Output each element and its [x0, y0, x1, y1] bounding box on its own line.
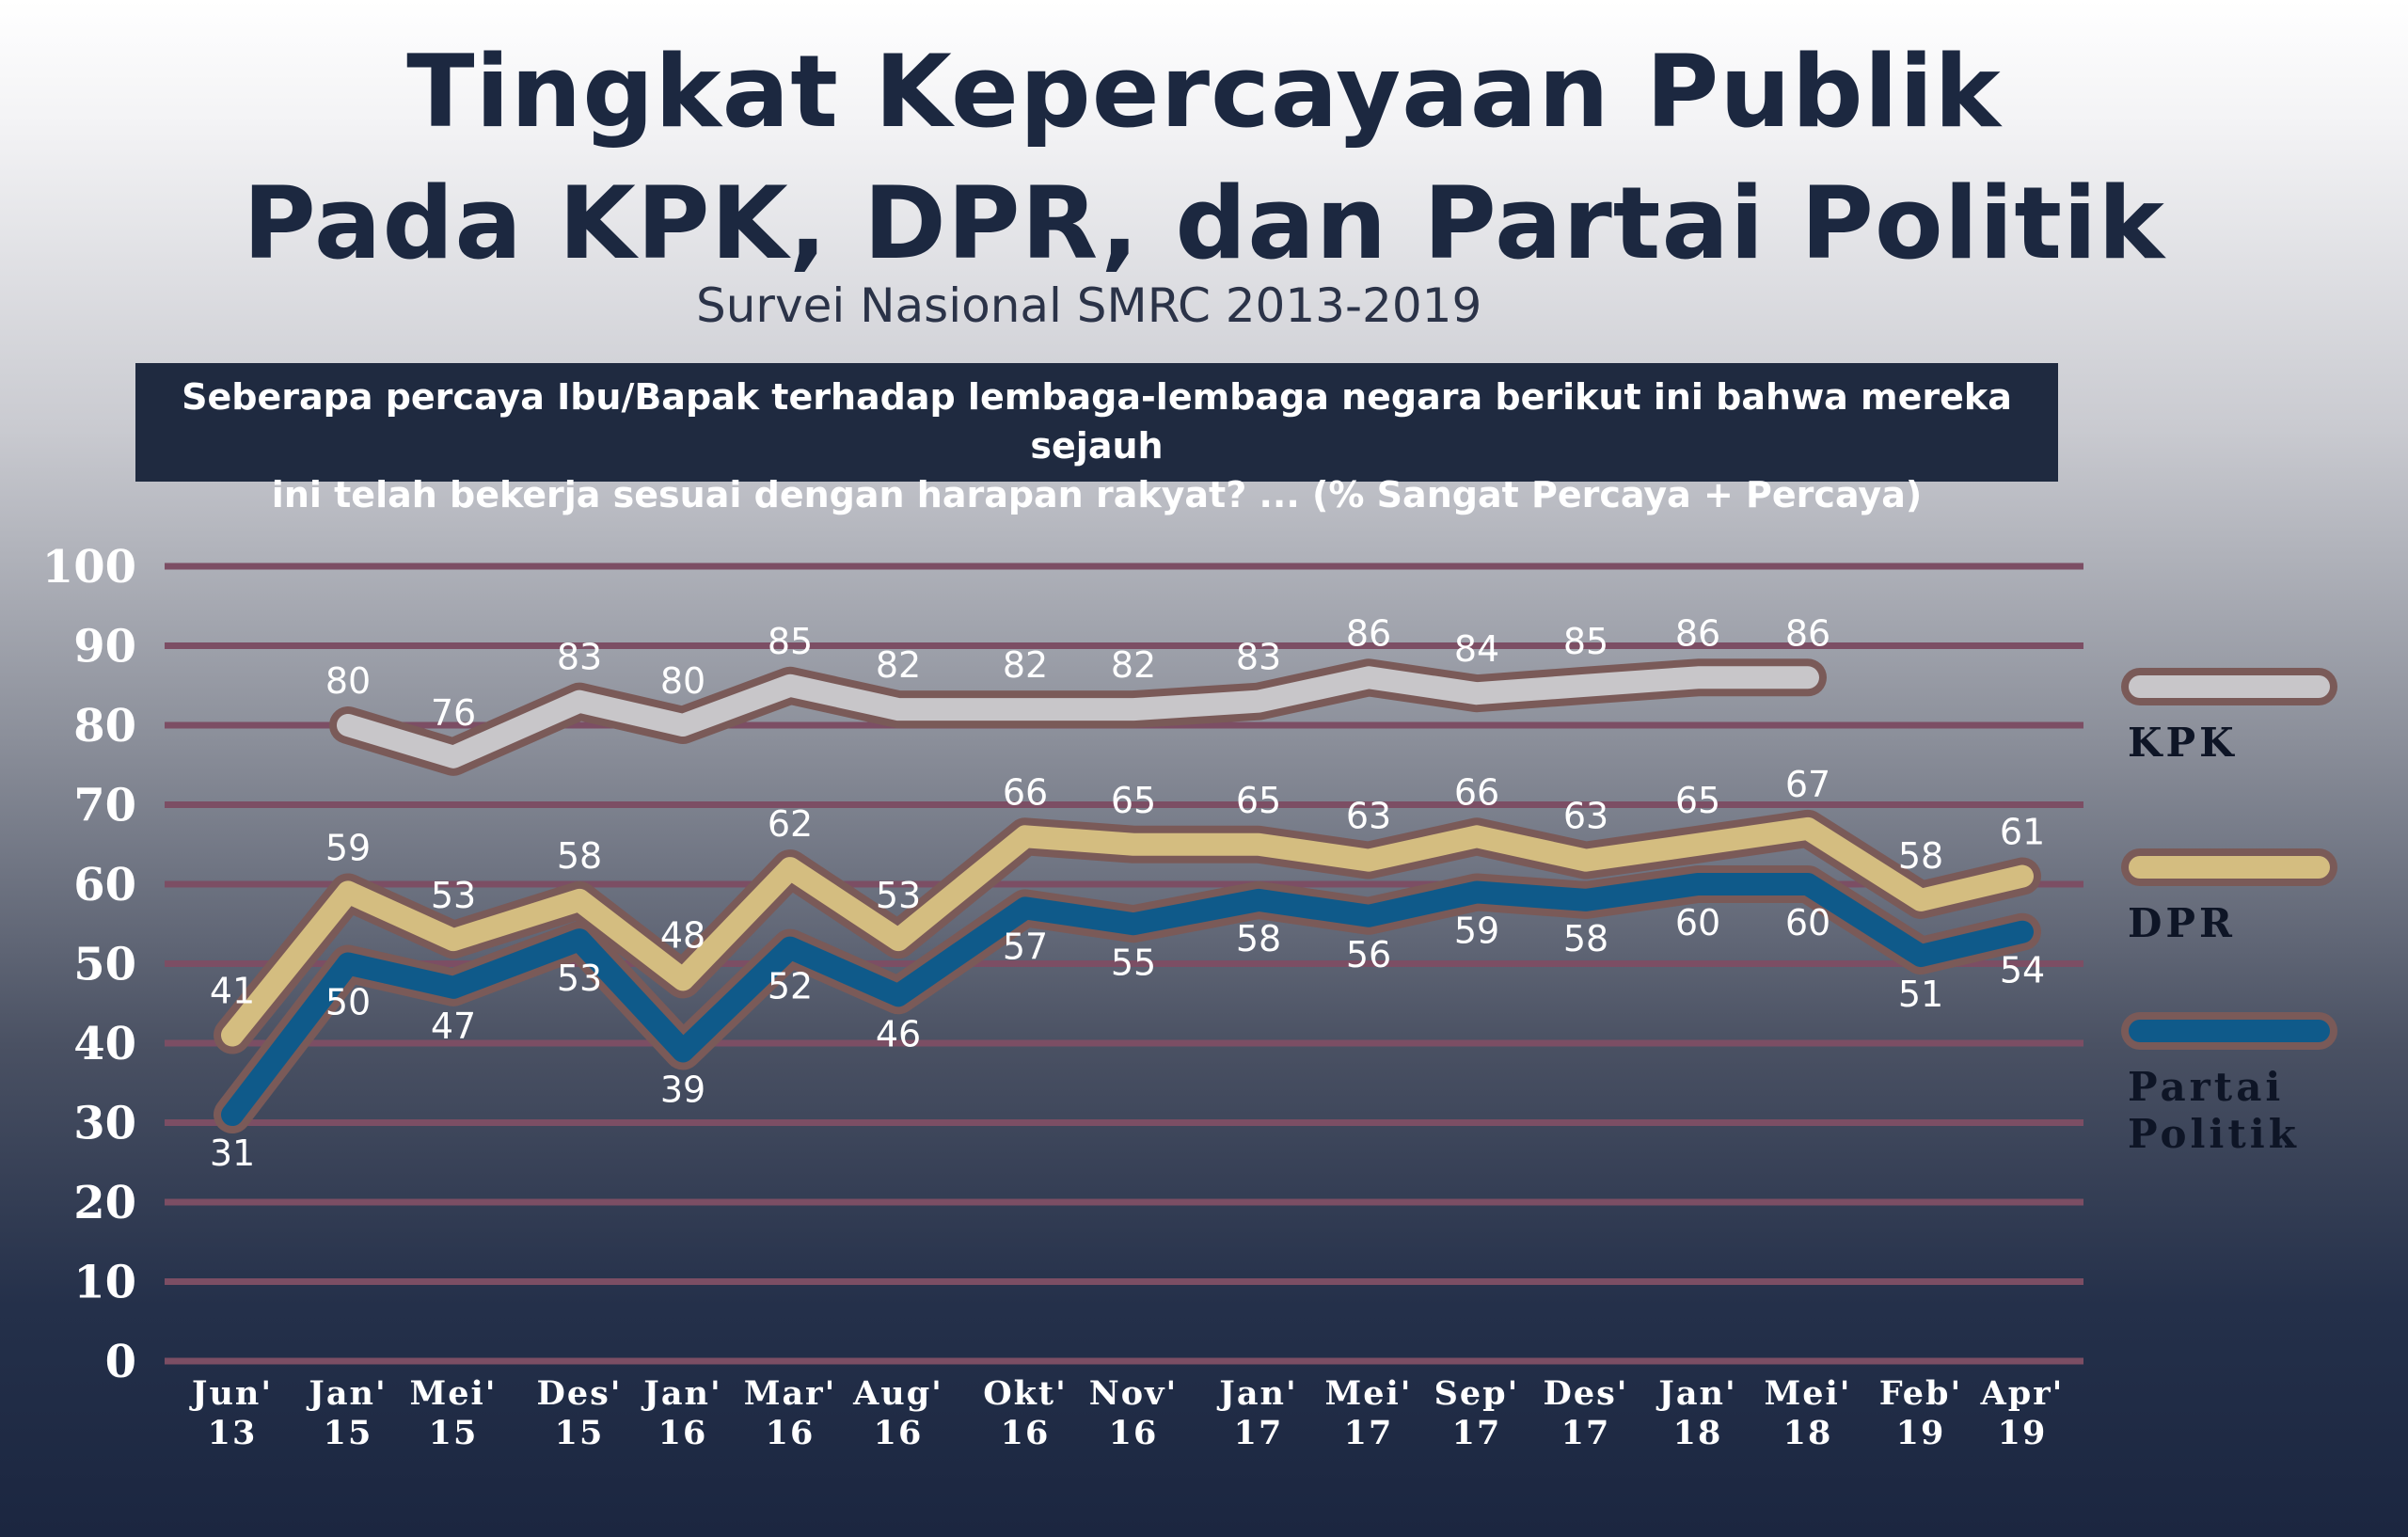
series-line-kpk	[337, 666, 1819, 768]
data-label-kpk-3: 83	[557, 637, 602, 678]
data-label-kpk-8: 82	[1111, 644, 1156, 686]
data-label-partai-politik-3: 53	[557, 958, 602, 999]
data-label-kpk-14: 86	[1785, 612, 1830, 654]
data-label-dpr-11: 66	[1454, 771, 1499, 813]
y-tick-label-0: 0	[105, 1336, 136, 1388]
data-label-dpr-10: 63	[1346, 796, 1391, 837]
data-label-partai-politik-10: 56	[1346, 934, 1391, 975]
y-tick-label-80: 80	[73, 700, 136, 753]
data-label-kpk-10: 86	[1346, 612, 1391, 654]
data-label-dpr-3: 58	[557, 835, 602, 877]
data-label-kpk-13: 86	[1675, 612, 1720, 654]
x-tick-label-16: Apr' 19	[1980, 1374, 2065, 1452]
data-label-dpr-0: 41	[210, 971, 255, 1012]
x-tick-label-13: Jan' 18	[1656, 1374, 1736, 1452]
data-label-dpr-12: 63	[1563, 796, 1608, 837]
data-label-partai-politik-5: 52	[768, 966, 813, 1007]
x-tick-label-14: Mei' 18	[1764, 1374, 1851, 1452]
y-tick-label-20: 20	[73, 1177, 136, 1229]
data-label-kpk-4: 80	[660, 660, 705, 702]
x-tick-label-8: Nov' 16	[1089, 1374, 1178, 1452]
y-tick-label-40: 40	[73, 1018, 136, 1070]
data-label-partai-politik-8: 55	[1111, 942, 1156, 983]
data-label-dpr-5: 62	[768, 803, 813, 845]
x-tick-label-11: Sep' 17	[1434, 1374, 1520, 1452]
data-label-partai-politik-9: 58	[1236, 918, 1281, 959]
data-label-partai-politik-2: 47	[431, 1006, 476, 1047]
data-label-partai-politik-15: 51	[1898, 974, 1943, 1015]
y-tick-label-10: 10	[73, 1257, 136, 1309]
chart-title-line-2: Pada KPK, DPR, dan Partai Politik	[243, 166, 2165, 281]
data-label-partai-politik-16: 54	[2000, 950, 2045, 991]
data-label-dpr-1: 59	[325, 827, 371, 868]
x-tick-label-12: Des' 17	[1543, 1374, 1628, 1452]
survey-question-line-2: ini telah bekerja sesuai dengan harapan …	[271, 474, 1923, 515]
data-label-dpr-8: 65	[1111, 780, 1156, 821]
y-tick-label-30: 30	[73, 1098, 136, 1150]
x-tick-label-6: Aug' 16	[852, 1374, 943, 1452]
data-label-kpk-1: 80	[325, 660, 371, 702]
data-labels: 80 76 83 80 85 82 82 82 83 86 84 85 86 86 41 59 53 58 48 62…	[210, 612, 2045, 1174]
data-label-partai-politik-14: 60	[1785, 902, 1830, 943]
series-line-dpr	[221, 816, 2034, 1047]
data-label-partai-politik-0: 31	[210, 1133, 255, 1174]
chart-subtitle: Survei Nasional SMRC 2013-2019	[696, 278, 1482, 333]
data-label-dpr-2: 53	[431, 875, 476, 916]
data-label-partai-politik-12: 58	[1563, 918, 1608, 959]
survey-question-line-1: Seberapa percaya Ibu/Bapak terhadap lemb…	[182, 376, 2012, 467]
x-tick-label-5: Mar' 16	[744, 1374, 837, 1452]
data-label-kpk-7: 82	[1003, 644, 1048, 686]
y-tick-label-70: 70	[73, 780, 136, 832]
x-tick-label-4: Jan' 16	[641, 1374, 721, 1452]
series-line-partai-politik	[221, 873, 2034, 1127]
chart-title: Tingkat Kepercayaan Publik Pada KPK, DPR…	[0, 26, 2408, 290]
legend-label-dpr: DPR	[2128, 900, 2236, 946]
data-label-partai-politik-1: 50	[325, 982, 371, 1023]
x-tick-label-15: Feb' 19	[1879, 1374, 1962, 1452]
data-label-partai-politik-6: 46	[876, 1013, 921, 1054]
data-label-partai-politik-4: 39	[660, 1069, 705, 1110]
chart-title-line-1: Tingkat Kepercayaan Publik	[406, 34, 2002, 150]
x-tick-label-10: Mei' 17	[1324, 1374, 1412, 1452]
data-label-kpk-6: 82	[876, 644, 921, 686]
x-tick-label-1: Jan' 15	[306, 1374, 387, 1452]
data-label-dpr-4: 48	[660, 914, 705, 956]
data-label-kpk-2: 76	[431, 692, 476, 734]
y-tick-label-100: 100	[42, 541, 136, 594]
data-label-kpk-5: 85	[768, 621, 813, 662]
x-tick-label-7: Okt' 16	[983, 1374, 1068, 1452]
y-tick-label-60: 60	[73, 859, 136, 911]
data-label-dpr-6: 53	[876, 875, 921, 916]
data-label-kpk-11: 84	[1454, 628, 1499, 670]
data-label-dpr-16: 61	[2000, 812, 2045, 853]
data-label-partai-politik-11: 59	[1454, 910, 1499, 951]
series-lines	[214, 658, 2041, 1134]
x-tick-label-9: Jan' 17	[1216, 1374, 1297, 1452]
legend-label-kpk: KPK	[2128, 720, 2238, 766]
x-tick-label-2: Mei' 15	[409, 1374, 497, 1452]
data-label-dpr-14: 67	[1785, 764, 1830, 805]
data-label-dpr-9: 65	[1236, 780, 1281, 821]
x-tick-label-3: Des' 15	[536, 1374, 622, 1452]
y-tick-label-90: 90	[73, 621, 136, 673]
data-label-dpr-13: 65	[1675, 780, 1720, 821]
data-label-kpk-9: 83	[1236, 637, 1281, 678]
data-label-kpk-12: 85	[1563, 621, 1608, 662]
survey-question-box: Seberapa percaya Ibu/Bapak terhadap lemb…	[135, 363, 2058, 515]
legend-label-partai-politik: Partai Politik	[2128, 1064, 2300, 1157]
data-label-dpr-15: 58	[1898, 835, 1943, 877]
x-tick-label-0: Jun' 13	[189, 1374, 273, 1452]
y-axis: 0 10 20 30 40 50 60 70 80 90 100	[42, 541, 136, 1388]
legend: KPK DPR Partai Politik	[2121, 668, 2337, 1157]
y-tick-label-50: 50	[73, 939, 136, 991]
data-label-partai-politik-7: 57	[1003, 926, 1048, 967]
data-label-dpr-7: 66	[1003, 771, 1048, 813]
data-label-partai-politik-13: 60	[1675, 902, 1720, 943]
